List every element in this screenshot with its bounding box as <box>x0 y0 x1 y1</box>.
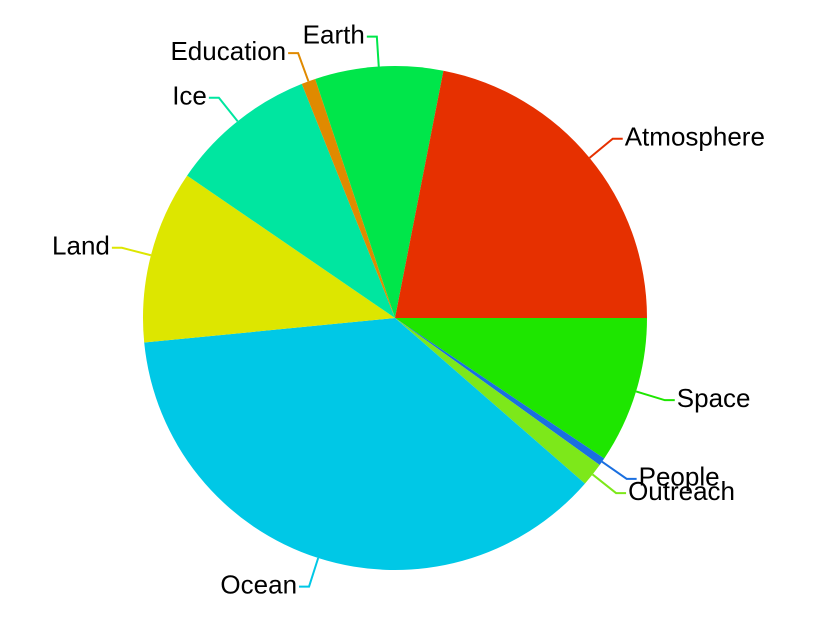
leader-line <box>591 473 627 495</box>
leader-line <box>588 137 623 159</box>
pie-slice <box>315 66 444 318</box>
slice-label: Land <box>52 231 110 261</box>
leader-line <box>601 460 637 480</box>
leader-line <box>635 390 675 402</box>
slice-label: Ocean <box>220 569 297 599</box>
pie-slice <box>395 70 647 318</box>
pie-slice <box>301 78 395 318</box>
leader-line <box>111 246 152 257</box>
pie-slice <box>395 318 600 484</box>
slice-label: Ice <box>172 81 207 111</box>
pie-slice <box>144 318 585 570</box>
leader-line <box>299 557 320 588</box>
leader-line <box>366 35 380 67</box>
slice-label: Space <box>677 383 751 413</box>
pie-slice <box>187 83 395 318</box>
slice-label: People <box>639 462 720 492</box>
slice-label: Earth <box>303 19 365 49</box>
pie-slice <box>395 318 605 465</box>
leader-line <box>288 52 310 82</box>
leader-line <box>208 96 239 122</box>
slice-label: Education <box>170 36 286 66</box>
pie-slice <box>395 318 647 459</box>
slice-label: Outreach <box>628 476 735 506</box>
pie-slice <box>143 175 395 343</box>
slice-label: Atmosphere <box>625 122 765 152</box>
